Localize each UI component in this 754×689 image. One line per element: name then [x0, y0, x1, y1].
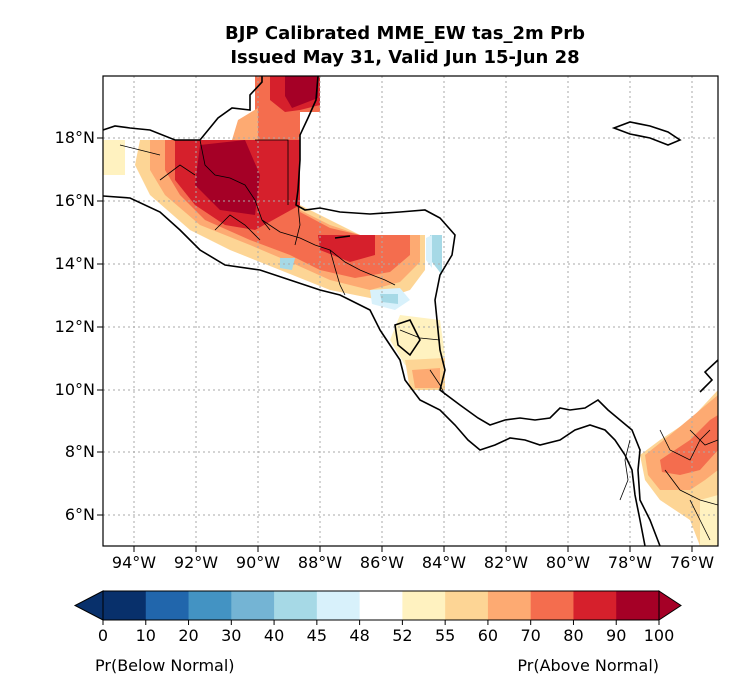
colorbar-tick-label: 40 — [264, 626, 284, 645]
gridlines — [103, 76, 718, 546]
lat-ticks — [97, 137, 103, 516]
colorbar-segment — [445, 591, 489, 620]
prob-region-90-honduras — [318, 235, 375, 262]
lon-label-94w: 94°W — [112, 553, 156, 572]
colorbar: 0 10 20 30 40 45 48 52 55 60 70 80 90 100 — [73, 590, 682, 645]
colorbar-frame — [102, 590, 660, 621]
lat-label-16n: 16°N — [55, 191, 95, 210]
colorbar-segment — [359, 591, 403, 620]
lat-label-18n: 18°N — [55, 128, 95, 147]
colorbar-above-label: Pr(Above Normal) — [517, 656, 659, 675]
political-borders — [119, 139, 718, 541]
map-title: BJP Calibrated MME_EW tas_2m Prb Issued … — [0, 22, 754, 70]
prob-region-40-45-east — [430, 235, 442, 275]
colorbar-tick-label: 48 — [349, 626, 369, 645]
colorbar-tick-label: 10 — [136, 626, 156, 645]
colorbar-tick-label: 55 — [435, 626, 455, 645]
colorbar-segment — [274, 591, 318, 620]
colorbar-segment — [573, 591, 617, 620]
colorbar-tick-label: 60 — [478, 626, 498, 645]
lat-label-10n: 10°N — [55, 380, 95, 399]
coastlines — [103, 76, 718, 546]
title-line-1: BJP Calibrated MME_EW tas_2m Prb — [225, 23, 585, 44]
colorbar-tick-label: 80 — [563, 626, 583, 645]
prob-region-55-60-col-s — [700, 495, 718, 546]
lon-label-76w: 76°W — [670, 553, 714, 572]
lat-label-6n: 6°N — [65, 505, 95, 524]
lon-label-78w: 78°W — [608, 553, 652, 572]
prob-region-40-45-nic — [380, 294, 398, 304]
probability-fill-layer — [103, 76, 718, 546]
colorbar-segment — [145, 591, 190, 620]
lon-label-84w: 84°W — [422, 553, 466, 572]
colorbar-tick-label: 20 — [178, 626, 198, 645]
prob-region-70-80-cr — [412, 368, 440, 388]
lon-label-82w: 82°W — [484, 553, 528, 572]
colorbar-tick-label: 52 — [392, 626, 412, 645]
colorbar-segment — [231, 591, 275, 620]
colorbar-segment — [530, 591, 574, 620]
prob-region-80-90-col — [660, 415, 718, 475]
colorbar-segment — [316, 591, 361, 620]
colorbar-tick-label: 100 — [644, 626, 675, 645]
colorbar-tick-label: 30 — [221, 626, 241, 645]
prob-region-55-60-west — [103, 140, 125, 175]
lon-label-80w: 80°W — [546, 553, 590, 572]
title-line-2: Issued May 31, Valid Jun 15-Jun 28 — [230, 47, 580, 68]
lat-label-14n: 14°N — [55, 254, 95, 273]
prob-region-white-gap — [232, 108, 258, 140]
colorbar-tick-label: 45 — [307, 626, 327, 645]
prob-region-40-45-west — [280, 258, 295, 270]
colorbar-segment — [103, 591, 147, 620]
prob-region-100-top — [285, 76, 318, 108]
lat-label-12n: 12°N — [55, 317, 95, 336]
colorbar-tick-label: 90 — [606, 626, 626, 645]
lon-label-90w: 90°W — [236, 553, 280, 572]
colorbar-tick-label: 70 — [521, 626, 541, 645]
lon-label-86w: 86°W — [360, 553, 404, 572]
map-frame — [102, 75, 719, 547]
colorbar-segment — [188, 591, 232, 620]
colorbar-segment — [616, 591, 660, 620]
prob-region-45-48-east — [426, 235, 432, 268]
colorbar-below-label: Pr(Below Normal) — [95, 656, 235, 675]
lon-ticks — [133, 546, 693, 552]
lon-label-92w: 92°W — [174, 553, 218, 572]
colorbar-extend-high — [658, 590, 682, 621]
lon-label-88w: 88°W — [298, 553, 342, 572]
colorbar-segment — [487, 591, 532, 620]
lat-label-8n: 8°N — [65, 442, 95, 461]
colorbar-extend-low — [73, 590, 104, 621]
colorbar-tick-label: 0 — [98, 626, 108, 645]
colorbar-segment — [402, 591, 446, 620]
